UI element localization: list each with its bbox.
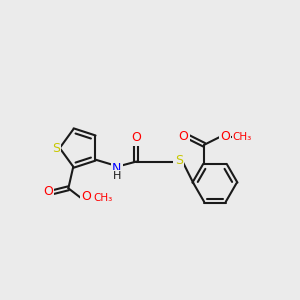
Text: O: O [43, 185, 53, 198]
Text: S: S [52, 142, 60, 154]
Text: CH₃: CH₃ [93, 193, 112, 203]
Text: O: O [131, 131, 141, 145]
Text: N: N [112, 162, 122, 175]
Text: S: S [175, 154, 183, 167]
Text: O: O [220, 130, 230, 143]
Text: O: O [81, 190, 91, 203]
Text: H: H [112, 171, 121, 181]
Text: O: O [178, 130, 188, 143]
Text: CH₃: CH₃ [233, 132, 252, 142]
